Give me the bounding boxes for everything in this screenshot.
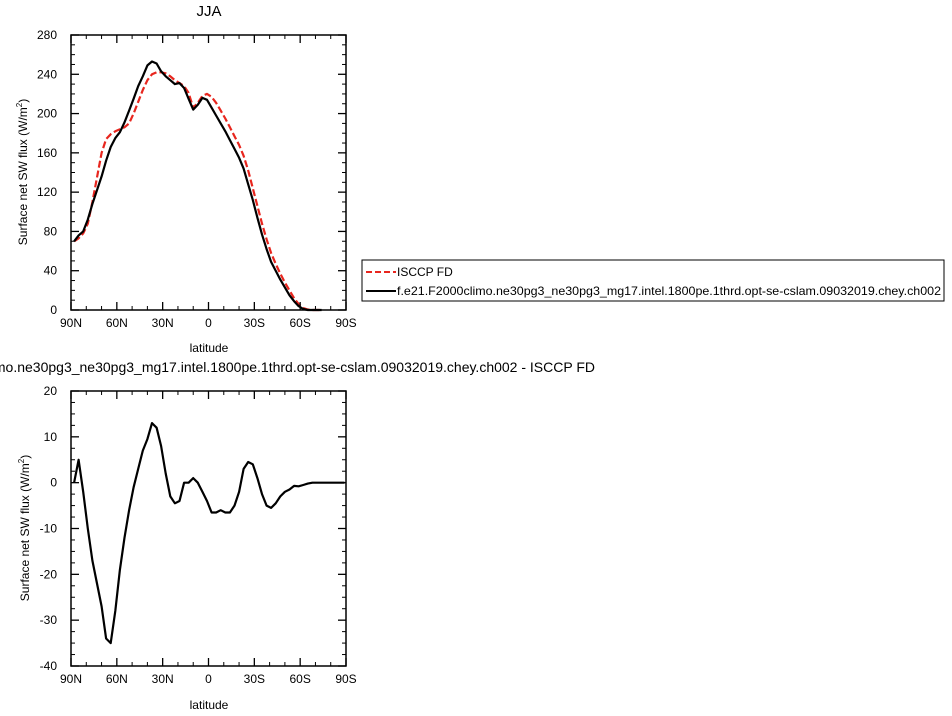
bottom-panel-ytick-label: -10	[40, 522, 58, 536]
bottom-panel-xtick-label: 60N	[106, 672, 128, 686]
bottom-panel-ytick-label: -20	[40, 567, 58, 581]
top-panel-xlabel: latitude	[190, 341, 229, 355]
top-panel-xtick-label: 30S	[244, 316, 265, 330]
top-panel-series-model-line	[73, 60, 322, 312]
top-panel-xtick-label: 60N	[106, 316, 128, 330]
legend-label-model: f.e21.F2000climo.ne30pg3_ne30pg3_mg17.in…	[397, 284, 941, 298]
top-panel-ytick-label: 40	[44, 264, 58, 278]
bottom-panel-title: f.e21.F2000climo.ne30pg3_ne30pg3_mg17.in…	[0, 359, 595, 375]
bottom-panel-xtick-label: 30N	[152, 672, 174, 686]
top-panel-ytick-label: 80	[44, 224, 58, 238]
top-panel-xtick-label: 60S	[289, 316, 310, 330]
bottom-panel-ytick-label: -40	[40, 659, 58, 673]
bottom-panel-ytick-label: 0	[50, 476, 57, 490]
bottom-panel-xlabel: latitude	[190, 698, 229, 712]
top-panel-ytick-label: 160	[37, 146, 57, 160]
bottom-panel-xtick-label: 0	[205, 672, 212, 686]
bottom-panel-ylabel-sup: 2	[17, 458, 26, 463]
top-panel-xtick-label: 90N	[60, 316, 82, 330]
bottom-panel-xtick-label: 90S	[335, 672, 356, 686]
bottom-panel-xtick-label: 60S	[289, 672, 310, 686]
legend-box	[361, 259, 945, 302]
bottom-panel-series-model-line	[73, 422, 345, 645]
top-panel-frame	[70, 34, 347, 311]
bottom-panel-xtick-label: 90N	[60, 672, 82, 686]
top-panel-ytick-label: 200	[37, 107, 57, 121]
top-panel-ytick-label: 240	[37, 67, 57, 81]
top-panel-xtick-label: 90S	[335, 316, 356, 330]
top-panel-ytick-label: 0	[50, 303, 57, 317]
top-panel-series-isccp-line	[73, 71, 322, 312]
top-panel-title: JJA	[196, 3, 221, 20]
bottom-panel-ylabel: Surface net SW flux (W/m2)	[17, 455, 32, 601]
top-panel-xtick-label: 30N	[152, 316, 174, 330]
legend: ISCCP FD f.e21.F2000climo.ne30pg3_ne30pg…	[361, 259, 945, 302]
legend-label-isccp: ISCCP FD	[397, 265, 453, 279]
top-panel-ytick-label: 280	[37, 28, 57, 42]
top-panel: JJA 90N 60N 30N 0 30S 60S 90S 0 40 80 120 160 200 240…	[15, 3, 357, 355]
top-panel-xtick-label: 0	[205, 316, 212, 330]
bottom-panel-ytick-label: -30	[40, 613, 58, 627]
bottom-panel-xtick-label: 30S	[244, 672, 265, 686]
top-panel-ylabel-sup: 2	[15, 102, 24, 107]
bottom-panel-ytick-label: 20	[44, 384, 58, 398]
top-panel-ytick-label: 120	[37, 185, 57, 199]
bottom-panel: f.e21.F2000climo.ne30pg3_ne30pg3_mg17.in…	[0, 359, 595, 712]
bottom-panel-ytick-label: 10	[44, 430, 58, 444]
top-panel-ylabel: Surface net SW flux (W/m2)	[15, 99, 30, 245]
